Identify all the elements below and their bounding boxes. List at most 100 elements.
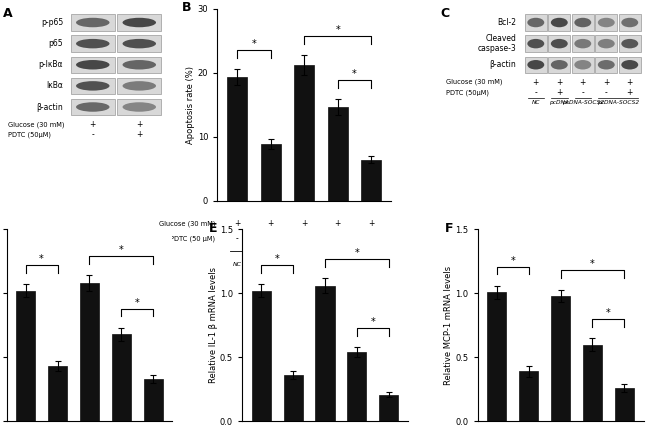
Text: β-actin: β-actin [489,60,516,69]
Bar [488,292,506,421]
Text: p-p65: p-p65 [41,18,63,27]
Y-axis label: Apoptosis rate (%): Apoptosis rate (%) [187,66,196,144]
Text: +: + [368,219,374,228]
Text: PDTC (50μM): PDTC (50μM) [447,89,489,96]
Text: NC: NC [233,262,242,267]
Ellipse shape [76,18,109,27]
Bar [619,36,641,52]
Bar [572,36,594,52]
Ellipse shape [76,81,109,91]
Ellipse shape [76,39,109,48]
Text: -: - [534,88,537,97]
Ellipse shape [123,60,156,70]
Bar [16,291,35,421]
Text: -: - [236,234,239,243]
Bar [80,283,99,421]
Ellipse shape [621,39,638,48]
Text: B: B [183,1,192,14]
Text: +: + [268,219,274,228]
Text: +: + [627,77,633,86]
Text: pcDNA: pcDNA [549,100,569,105]
Text: *: * [275,254,280,264]
Text: +: + [136,120,142,129]
Bar [572,57,594,73]
Bar [361,160,382,201]
Bar [315,286,335,421]
Text: IκBα: IκBα [46,81,63,90]
Text: +: + [580,77,586,86]
Text: +: + [556,88,562,97]
Bar [118,14,161,31]
Text: Glucose (30 mM): Glucose (30 mM) [159,221,216,227]
Ellipse shape [527,18,544,27]
Text: *: * [590,259,595,270]
Text: +: + [368,234,374,243]
Text: +: + [301,219,307,228]
Text: -: - [337,234,339,243]
Text: *: * [252,39,256,49]
Ellipse shape [598,39,615,48]
Text: Cleaved
caspase-3: Cleaved caspase-3 [477,34,516,53]
Bar [595,57,617,73]
Text: +: + [234,219,240,228]
Bar [118,99,161,115]
Ellipse shape [527,60,544,70]
Text: *: * [606,308,611,318]
Bar [71,99,114,115]
Ellipse shape [551,18,567,27]
Ellipse shape [527,39,544,48]
Text: NC: NC [532,100,540,105]
Bar [379,394,398,421]
Text: pcDNA-SOCS2: pcDNA-SOCS2 [562,100,604,105]
Text: -: - [92,130,94,139]
Text: A: A [3,7,13,20]
Ellipse shape [123,102,156,112]
Text: *: * [135,298,140,308]
Bar [71,14,114,31]
Ellipse shape [123,18,156,27]
Bar [294,65,315,201]
Bar [525,36,547,52]
Text: F: F [445,222,453,235]
Text: Bcl-2: Bcl-2 [497,18,516,27]
Text: pcDNA-SOCS2: pcDNA-SOCS2 [332,262,377,267]
Text: p-IκBα: p-IκBα [39,60,63,69]
Bar [519,372,538,421]
Text: PDTC (50 μM): PDTC (50 μM) [170,236,216,242]
Bar [71,78,114,94]
Ellipse shape [621,18,638,27]
Bar [71,36,114,52]
Text: +: + [335,219,341,228]
Bar [619,14,641,31]
Text: *: * [119,246,124,255]
Bar [118,78,161,94]
Text: +: + [90,120,96,129]
Ellipse shape [76,102,109,112]
Text: Glucose (30 mM): Glucose (30 mM) [447,79,503,85]
Text: -: - [605,88,608,97]
Bar [548,57,570,73]
Text: -: - [581,88,584,97]
Y-axis label: Relative MCP-1 mRNA levels: Relative MCP-1 mRNA levels [445,266,454,385]
Ellipse shape [551,60,567,70]
Text: +: + [603,77,610,86]
Bar [118,36,161,52]
Text: PDTC (50μM): PDTC (50μM) [8,132,51,138]
Ellipse shape [575,18,592,27]
Text: +: + [532,77,539,86]
Bar [525,57,547,73]
Text: *: * [354,248,359,258]
Ellipse shape [575,60,592,70]
Text: pcDNA-SOCS2: pcDNA-SOCS2 [282,262,327,267]
Bar [261,144,281,201]
Bar [252,291,271,421]
Ellipse shape [621,60,638,70]
Text: *: * [510,255,515,266]
Bar [328,107,348,201]
Text: +: + [627,88,633,97]
Bar [615,388,634,421]
Text: +: + [556,77,562,86]
Bar [144,379,162,421]
Bar [583,344,602,421]
Text: *: * [352,69,357,79]
